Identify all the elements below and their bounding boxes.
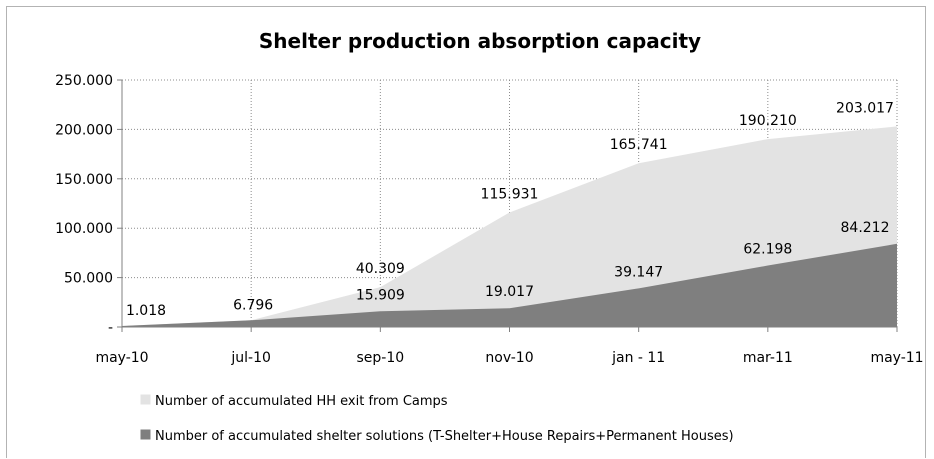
legend-label-1: Number of accumulated HH exit from Camps xyxy=(155,394,448,409)
x-tick-label: jul-10 xyxy=(230,350,271,366)
chart-title: Shelter production absorption capacity xyxy=(259,29,701,53)
y-tick-label: 250.000 xyxy=(55,73,113,89)
y-tick-label: 50.000 xyxy=(64,271,113,287)
data-label-series-1: 203.017 xyxy=(836,100,894,116)
series-areas xyxy=(122,126,897,327)
data-label-series-1: 190.210 xyxy=(739,113,797,129)
data-label: 1.018 xyxy=(126,303,166,319)
legend: Number of accumulated HH exit from Camps… xyxy=(140,394,734,444)
data-label-series-2: 15.909 xyxy=(356,287,405,303)
data-label-series-1: 40.309 xyxy=(356,261,405,277)
x-tick-label: jan - 11 xyxy=(611,350,665,366)
legend-swatch-1 xyxy=(140,394,151,405)
data-label-series-2: 62.198 xyxy=(743,242,792,258)
data-label-series-1: 165.741 xyxy=(610,137,668,153)
data-label-series-2: 19.017 xyxy=(485,284,534,300)
legend-swatch-2 xyxy=(140,429,151,440)
x-tick-label: may-10 xyxy=(95,350,148,366)
y-tick-label: 100.000 xyxy=(55,221,113,237)
data-label-series-2: 84.212 xyxy=(841,220,890,236)
axes: - 50.000 100.000 150.000 200.000 250.000 may-1… xyxy=(55,73,923,366)
x-tick-label: nov-10 xyxy=(485,350,533,366)
y-tick-label: - xyxy=(108,320,113,336)
x-tick-label: mar-11 xyxy=(743,350,793,366)
data-label: 6.796 xyxy=(233,297,273,313)
x-tick-label: may-11 xyxy=(870,350,923,366)
y-tick-label: 200.000 xyxy=(55,122,113,138)
y-tick-label: 150.000 xyxy=(55,172,113,188)
series-area-2 xyxy=(122,243,897,327)
data-labels: 1.018 6.796 40.309 15.909 115.931 19.017 165.7… xyxy=(126,100,894,319)
data-label-series-1: 115.931 xyxy=(481,186,539,202)
legend-label-2: Number of accumulated shelter solutions … xyxy=(155,429,734,444)
series-area-1 xyxy=(122,126,897,327)
x-tick-label: sep-10 xyxy=(356,350,404,366)
data-label-series-2: 39.147 xyxy=(614,264,663,280)
